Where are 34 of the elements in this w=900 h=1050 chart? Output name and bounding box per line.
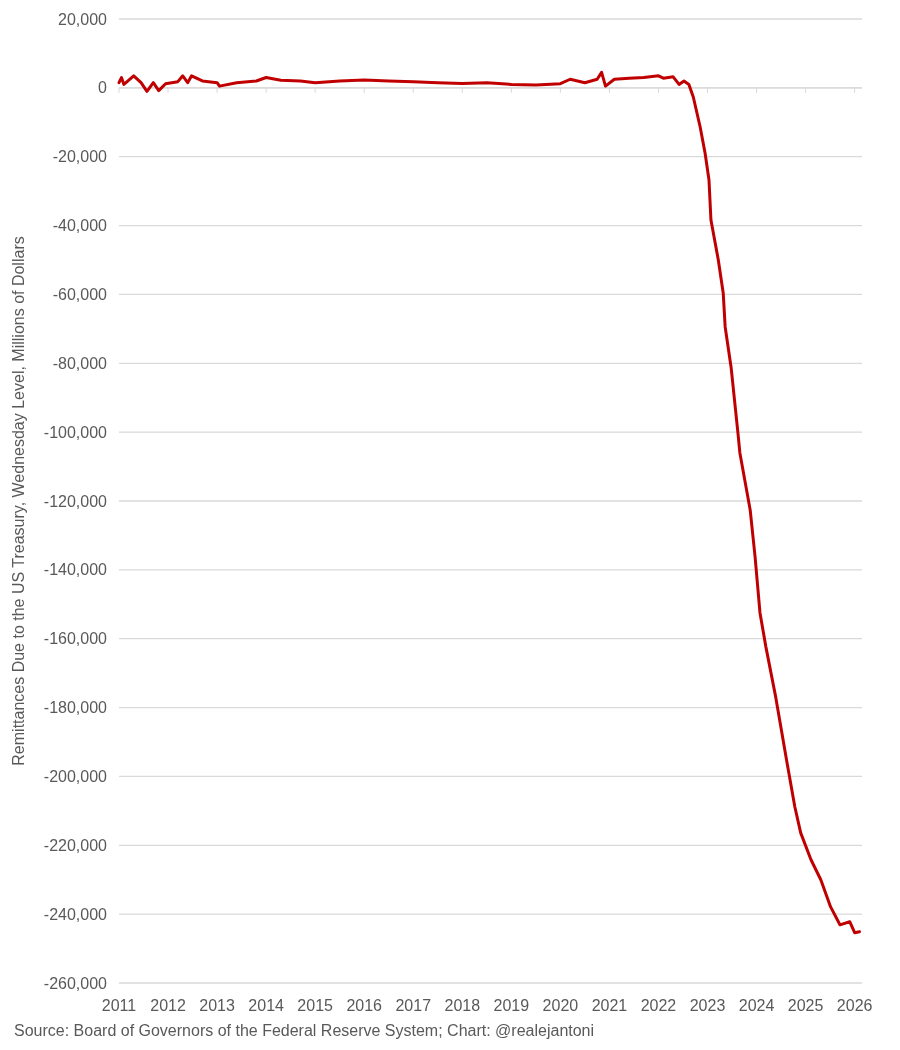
x-tick-label: 2026 [836,997,873,1014]
y-tick-label: -120,000 [43,492,108,510]
y-tick-label: -20,000 [52,148,108,166]
x-tick-label: 2013 [199,997,235,1014]
y-tick-label: -200,000 [43,768,108,786]
x-tick-label: 2019 [493,997,530,1014]
y-tick-label: -80,000 [52,354,108,372]
x-tick-label: 2024 [738,997,775,1014]
x-tick-label: 2025 [787,997,824,1014]
x-tick-label: 2023 [689,997,726,1014]
y-tick-label: -140,000 [43,561,108,579]
x-tick-label: 2017 [395,997,432,1014]
y-tick-label: -100,000 [43,423,108,441]
y-tick-label: -60,000 [52,286,108,304]
y-axis-title: Remittances Due to the US Treasury, Wednesday Level, Millions of Dollars [10,236,27,766]
x-tick-label: 2020 [542,997,579,1014]
source-note: Source: Board of Governors of the Federal Reserve System; Chart: @realejantoni [14,1022,595,1039]
x-tick-label: 2015 [297,997,334,1014]
y-tick-label: -40,000 [52,217,108,235]
x-tick-label: 2021 [591,997,628,1014]
x-tick-label: 2016 [346,997,383,1014]
x-tick-label: 2012 [150,997,186,1014]
y-tick-label: -180,000 [43,699,108,717]
x-tick-label: 2011 [101,997,137,1014]
x-tick-label: 2018 [444,997,481,1014]
y-tick-label: 20,000 [58,10,108,28]
x-tick-label: 2014 [248,997,285,1014]
y-tick-label: -160,000 [43,630,108,648]
line-series [117,70,862,935]
x-tick-label: 2022 [640,997,677,1014]
y-tick-label: 0 [98,79,108,97]
y-tick-label: -260,000 [43,974,108,992]
y-tick-label: -240,000 [43,905,108,923]
y-tick-label: -220,000 [43,836,108,854]
